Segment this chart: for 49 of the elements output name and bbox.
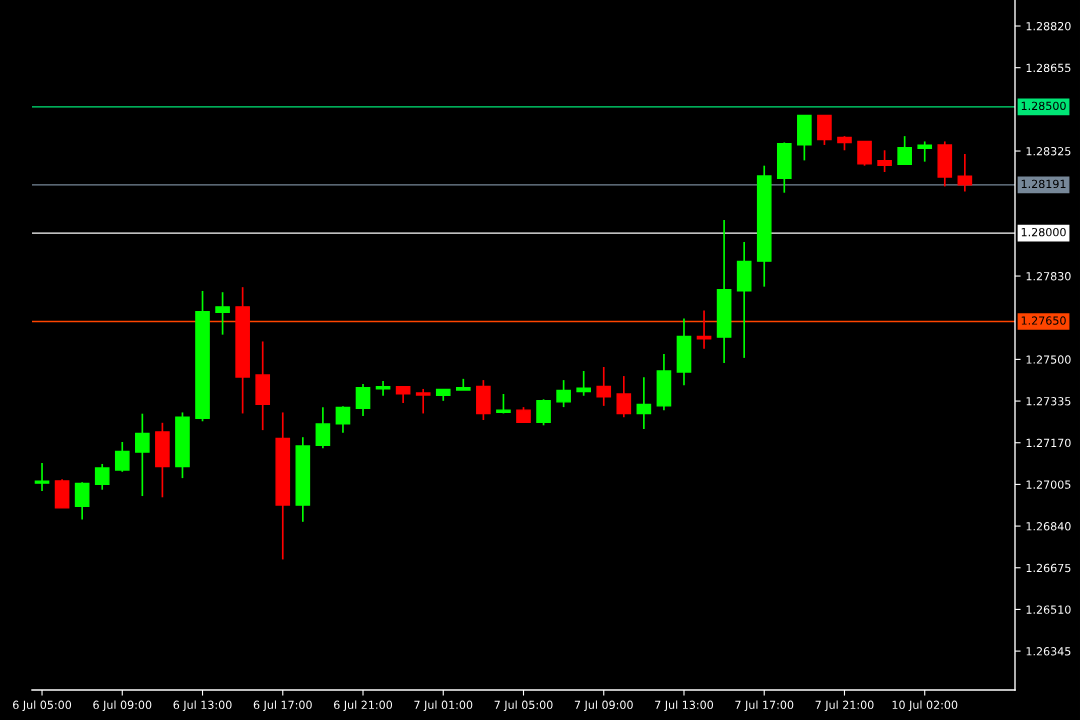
candlestick: [315, 406, 331, 450]
y-tick-label: 1.26675: [1026, 563, 1071, 573]
candlestick: [335, 405, 351, 434]
x-tick-label: 7 Jul 01:00: [414, 700, 473, 712]
y-tick-label: 1.26510: [1026, 605, 1071, 614]
candlestick: [114, 441, 130, 473]
candlestick: [576, 370, 591, 397]
candlestick: [897, 135, 912, 166]
candlestick: [917, 140, 933, 163]
candlestick: [215, 291, 230, 336]
ref-line-label: 1.28191: [1021, 179, 1066, 189]
candlestick: [596, 366, 612, 407]
y-tick-label: 1.28820: [1026, 21, 1071, 31]
x-tick-label: 6 Jul 21:00: [334, 700, 393, 712]
y-tick-label: 1.27005: [1026, 480, 1071, 489]
x-tick-label: 7 Jul 09:00: [574, 700, 633, 712]
candlestick: [415, 388, 431, 415]
y-tick-label: 1.28655: [1026, 63, 1071, 73]
candlestick: [877, 149, 892, 173]
x-tick-label: 7 Jul 17:00: [735, 700, 794, 712]
y-tick-label: 1.26345: [1026, 647, 1071, 656]
x-tick-label: 6 Jul 09:00: [93, 700, 152, 712]
ref-line-label: 1.28500: [1021, 101, 1066, 111]
candlestick: [135, 412, 150, 497]
candlestick: [94, 463, 110, 491]
x-tick-label: 6 Jul 05:00: [13, 700, 72, 712]
x-tick-label: 6 Jul 13:00: [173, 700, 232, 712]
candlestick: [957, 153, 973, 193]
candlestick: [616, 375, 632, 419]
candlestick: [857, 140, 872, 167]
y-tick-label: 1.27170: [1026, 438, 1071, 448]
x-tick-label: 7 Jul 13:00: [655, 700, 714, 712]
candlestick: [355, 383, 371, 417]
candlestick: [556, 379, 571, 408]
y-tick-label: 1.27500: [1026, 355, 1071, 364]
candlestick: [636, 376, 652, 430]
ref-line-label: 1.28000: [1021, 227, 1066, 237]
x-tick-label: 7 Jul 05:00: [494, 700, 553, 712]
y-tick-label: 1.27335: [1026, 397, 1071, 406]
x-tick-label: 10 Jul 02:00: [892, 700, 958, 712]
x-tick-label: 6 Jul 17:00: [253, 700, 312, 712]
candlestick: [536, 398, 551, 427]
y-tick-label: 1.26840: [1026, 522, 1071, 531]
candlestick: [34, 462, 50, 492]
candlestick: [74, 481, 90, 521]
y-tick-label: 1.27830: [1026, 272, 1071, 281]
x-tick-label: 7 Jul 21:00: [815, 700, 874, 712]
y-tick-label: 1.28325: [1026, 147, 1071, 156]
ref-line-label: 1.27650: [1021, 316, 1066, 325]
